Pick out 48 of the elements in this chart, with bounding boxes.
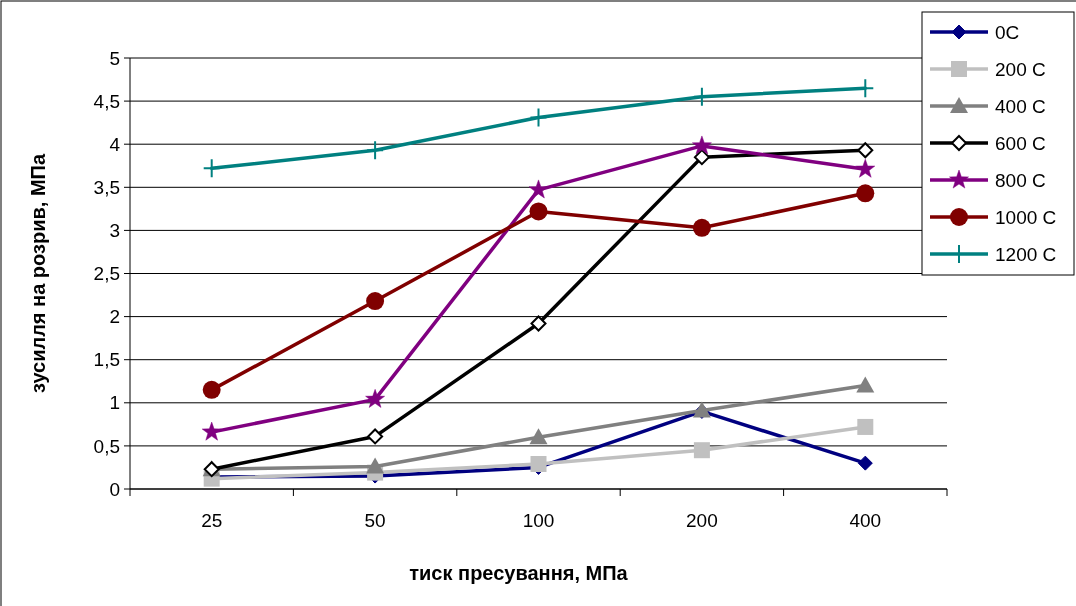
point — [201, 421, 222, 441]
point — [692, 135, 712, 155]
point — [857, 418, 874, 435]
y-tick-label: 0,5 — [93, 435, 120, 457]
y-tick-label: 4,5 — [93, 90, 120, 112]
y-tick-label: 3 — [109, 220, 120, 242]
point — [528, 179, 549, 199]
point — [366, 457, 385, 474]
point — [529, 202, 548, 221]
point — [857, 142, 874, 159]
point — [529, 428, 548, 445]
point — [693, 149, 710, 166]
point — [857, 455, 873, 471]
x-tick-label: 200 — [686, 510, 718, 531]
y-tick-label: 2,5 — [93, 263, 120, 285]
legend-label: 200 C — [995, 58, 1046, 80]
legend-label: 800 C — [995, 169, 1046, 191]
point — [366, 140, 385, 161]
point — [692, 218, 711, 237]
point — [365, 389, 385, 408]
y-tick-label: 4 — [109, 133, 121, 155]
y-tick-label: 1,5 — [93, 349, 120, 371]
point — [856, 184, 875, 203]
y-tick-label: 3,5 — [93, 176, 120, 198]
x-tick-label: 400 — [849, 510, 882, 531]
legend-label: 1000 C — [995, 206, 1057, 228]
y-axis-title: зусилля на розрив, МПа — [27, 153, 49, 394]
legend-label: 400 C — [995, 95, 1046, 117]
x-tick-label: 50 — [364, 510, 386, 531]
y-tick-label: 1 — [109, 392, 120, 414]
point — [367, 428, 384, 445]
point — [202, 380, 221, 399]
x-axis-title: тиск пресування, МПа — [409, 562, 629, 584]
legend-label: 600 C — [995, 132, 1046, 154]
x-tick-label: 100 — [522, 510, 555, 531]
point — [202, 158, 221, 179]
legend-label: 1200 C — [995, 243, 1057, 265]
legend-label: 0C — [995, 21, 1020, 43]
point — [366, 292, 385, 311]
x-tick-label: 25 — [201, 510, 223, 531]
point — [529, 107, 548, 128]
y-tick-label: 5 — [109, 47, 120, 69]
point — [855, 158, 876, 178]
point — [530, 315, 547, 332]
point — [856, 376, 875, 393]
y-tick-label: 2 — [109, 306, 120, 328]
point — [693, 442, 710, 459]
y-tick-label: 0 — [109, 478, 120, 500]
